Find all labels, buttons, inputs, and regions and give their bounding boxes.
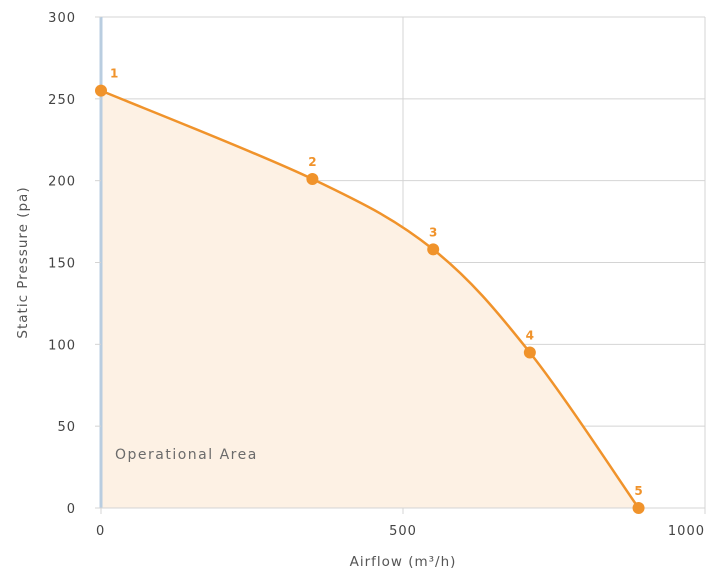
- x-tick-labels: 0 500 1000: [96, 524, 705, 539]
- data-point-label-2: 2: [308, 155, 316, 169]
- x-tick-label-1000: 1000: [668, 524, 705, 539]
- data-point-label-3: 3: [429, 225, 437, 239]
- y-tick-label-50: 50: [57, 420, 76, 435]
- axes: [95, 16, 706, 514]
- operational-area-fill: [101, 90, 639, 509]
- data-point-label-4: 4: [526, 329, 534, 343]
- y-tick-labels: 0 50 100 150 200 250 300: [48, 11, 76, 517]
- x-axis-title: Airflow (m³/h): [350, 554, 457, 570]
- data-point-5: [632, 502, 645, 514]
- data-point-label-1: 1: [110, 67, 118, 81]
- data-point-4: [523, 346, 536, 359]
- y-tick-label-100: 100: [48, 338, 76, 353]
- data-point-label-5: 5: [634, 484, 642, 498]
- x-tick-label-500: 500: [389, 524, 417, 539]
- data-point-1: [95, 84, 107, 97]
- y-tick-label-300: 300: [48, 11, 76, 26]
- y-axis-title: Static Pressure (pa): [15, 186, 31, 338]
- y-tick-label-250: 250: [48, 93, 76, 108]
- y-tick-label-150: 150: [48, 257, 76, 272]
- y-tick-label-0: 0: [67, 502, 76, 517]
- data-point-3: [427, 243, 440, 256]
- y-tick-label-200: 200: [48, 175, 76, 190]
- data-points: 1 2 3 4 5: [95, 67, 645, 514]
- data-point-2: [306, 173, 319, 186]
- x-tick-label-0: 0: [96, 524, 105, 539]
- operational-area-label: Operational Area: [115, 447, 258, 463]
- area-layer: [101, 90, 639, 509]
